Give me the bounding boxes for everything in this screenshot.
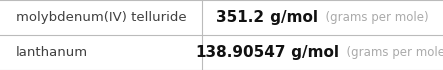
Text: (grams per mole): (grams per mole) [339, 46, 443, 59]
Text: 138.90547: 138.90547 [195, 45, 286, 60]
Text: g/mol: g/mol [264, 10, 318, 25]
Text: g/mol: g/mol [286, 45, 339, 60]
Text: (grams per mole): (grams per mole) [318, 11, 428, 24]
Text: 351.2: 351.2 [217, 10, 264, 25]
Text: molybdenum(IV) telluride: molybdenum(IV) telluride [16, 11, 187, 24]
Text: lanthanum: lanthanum [16, 46, 88, 59]
